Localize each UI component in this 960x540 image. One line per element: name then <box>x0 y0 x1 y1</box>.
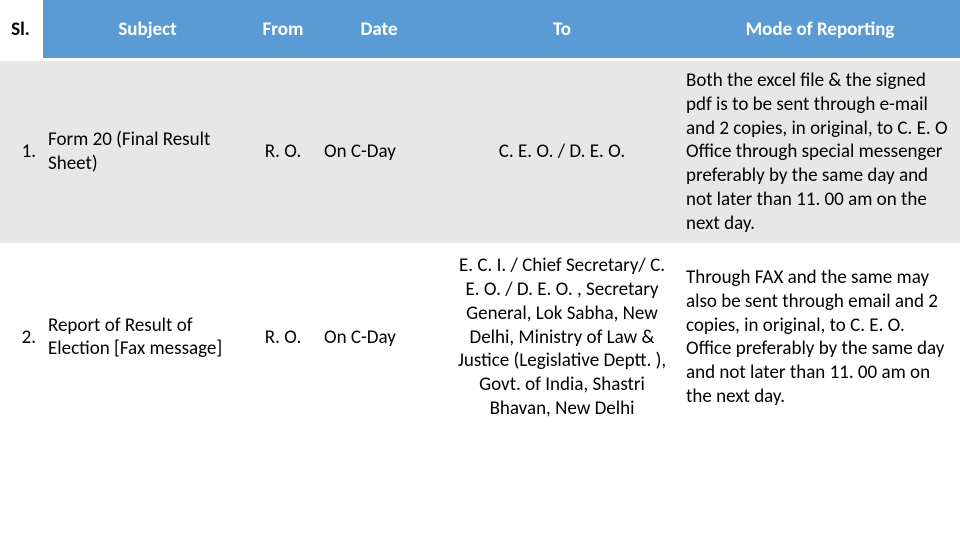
table-row: 2. Report of Result of Election [Fax mes… <box>0 246 960 428</box>
reporting-table: Sl. Subject From Date To Mode of Reporti… <box>0 0 960 429</box>
col-header-to: To <box>444 0 680 58</box>
cell-date: On C-Day <box>314 61 444 243</box>
col-header-from: From <box>252 0 314 58</box>
table-row: 1. Form 20 (Final Result Sheet) R. O. On… <box>0 61 960 243</box>
cell-to: C. E. O. / D. E. O. <box>444 61 680 243</box>
table-header-row: Sl. Subject From Date To Mode of Reporti… <box>0 0 960 58</box>
cell-to: E. C. I. / Chief Secretary/ C. E. O. / D… <box>444 246 680 428</box>
col-header-sl: Sl. <box>0 0 42 58</box>
cell-subject: Form 20 (Final Result Sheet) <box>42 61 252 243</box>
col-header-subject: Subject <box>42 0 252 58</box>
col-header-date: Date <box>314 0 444 58</box>
cell-from: R. O. <box>252 246 314 428</box>
cell-mode: Through FAX and the same may also be sen… <box>680 246 960 428</box>
cell-sl: 2. <box>0 246 42 428</box>
cell-sl: 1. <box>0 61 42 243</box>
col-header-mode: Mode of Reporting <box>680 0 960 58</box>
cell-date: On C-Day <box>314 246 444 428</box>
cell-from: R. O. <box>252 61 314 243</box>
cell-mode: Both the excel file & the signed pdf is … <box>680 61 960 243</box>
cell-subject: Report of Result of Election [Fax messag… <box>42 246 252 428</box>
